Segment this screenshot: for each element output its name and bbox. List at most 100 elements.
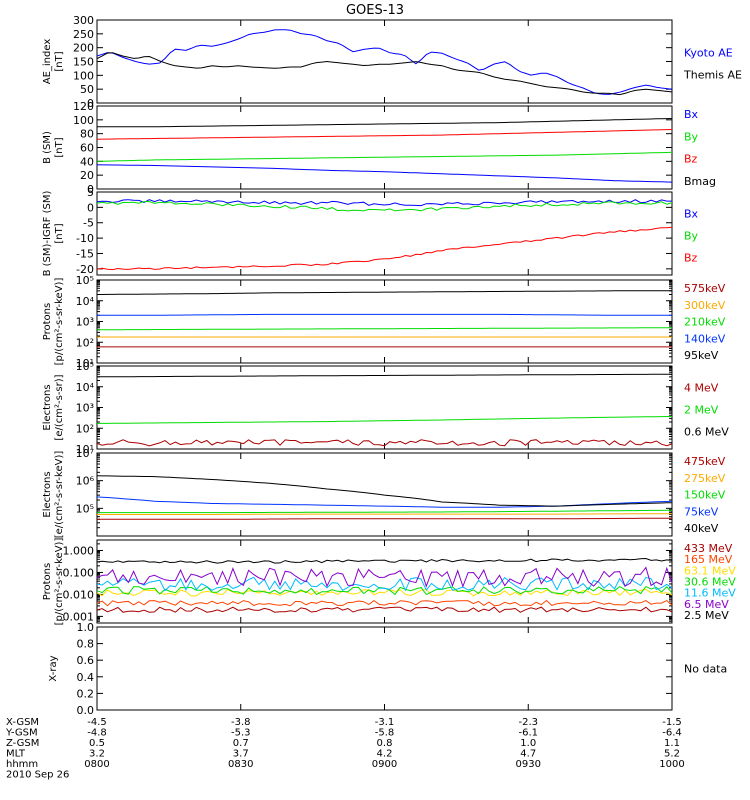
y-tick-label: 80 [80, 128, 94, 141]
x-axis-row-value: -3.1 [375, 717, 395, 728]
series-line-4-mev [96, 439, 673, 447]
legend-label: 30.6 MeV [684, 576, 736, 589]
x-axis-row-value: 5.2 [664, 749, 680, 760]
y-axis-label: X-ray [48, 655, 59, 681]
y-tick-label: 250 [73, 28, 94, 41]
x-axis-row-value: 3.7 [233, 749, 249, 760]
panel-frame [96, 365, 673, 450]
y-axis-label: [e/(cm²-s-sr-keV)] [54, 451, 65, 539]
x-axis-row-value: -6.4 [662, 728, 682, 739]
x-axis-row-value: 1000 [659, 759, 684, 770]
legend-label: 11.6 MeV [684, 587, 736, 600]
x-axis-row-value: 4.2 [377, 749, 393, 760]
y-tick-label: 10⁵ [76, 360, 94, 373]
legend-label: 475keV [684, 455, 726, 468]
legend-label: Bx [684, 208, 699, 221]
x-axis-row-value: 4.7 [520, 749, 536, 760]
y-tick-label: 0 [87, 201, 94, 214]
x-axis-row-value: 0930 [516, 759, 541, 770]
legend-label: 2.5 MeV [684, 609, 729, 622]
legend-label: 575keV [684, 282, 726, 295]
y-tick-label: 10² [76, 336, 94, 349]
y-tick-label: 10³ [76, 402, 94, 415]
series-line-475kev [97, 517, 672, 520]
y-tick-label: 50 [80, 83, 94, 96]
y-tick-label: 0.8 [77, 638, 95, 651]
x-axis-row-value: 0830 [228, 759, 253, 770]
series-line-210kev [96, 327, 673, 331]
legend-label: 210keV [684, 316, 726, 329]
legend-label: Bmag [684, 175, 716, 188]
series-line-2-mev [96, 416, 672, 424]
panel-frame [96, 19, 673, 104]
x-axis-row-value: -4.5 [87, 717, 107, 728]
y-tick-label: 0.6 [77, 654, 95, 667]
legend-label: Kyoto AE [684, 47, 733, 60]
x-axis-row-value: 0.8 [377, 738, 393, 749]
x-axis-row-value: 0900 [372, 759, 397, 770]
legend-label: 165 MeV [684, 553, 733, 566]
y-axis-label: [nT] [54, 223, 65, 243]
x-axis-row-label: Y-GSM [5, 728, 38, 739]
y-tick-label: -20 [76, 263, 94, 276]
legend-label: 2 MeV [684, 404, 719, 417]
y-tick-label: 0 [87, 97, 94, 110]
x-axis-row-value: -6.1 [518, 728, 538, 739]
y-tick-label: 10⁶ [76, 475, 95, 488]
series-line-150kev [97, 509, 672, 514]
y-tick-label: 5 [87, 186, 94, 199]
y-tick-label: 60 [80, 142, 94, 155]
y-tick-label: 10⁵ [76, 274, 94, 287]
y-tick-label: -10 [76, 232, 94, 245]
y-tick-label: 300 [73, 14, 94, 27]
y-axis-label: B (SM) [42, 131, 53, 164]
series-line-0.6-mev [97, 373, 672, 378]
y-tick-label: 0.2 [77, 687, 95, 700]
y-tick-label: 0 [87, 183, 94, 196]
series-line-165-mev [96, 599, 673, 607]
x-axis-row-value: -1.5 [662, 717, 682, 728]
legend-label: By [684, 130, 699, 143]
y-axis-label: Electrons [42, 384, 53, 430]
y-tick-label: 10⁷ [76, 447, 94, 460]
series-line-by [96, 151, 673, 162]
y-tick-label: 20 [80, 169, 94, 182]
series-line-433-mev [96, 606, 673, 614]
y-axis-label: [nT] [54, 137, 65, 157]
panel-frame [96, 539, 673, 624]
y-tick-label: 0.0 [77, 704, 95, 717]
legend-label: 150keV [684, 489, 726, 502]
y-tick-label: 150 [73, 56, 94, 69]
legend-label: 0.6 MeV [684, 426, 729, 439]
legend-label: 63.1 MeV [684, 564, 736, 577]
legend-label: 95keV [684, 349, 719, 362]
x-axis-row-value: -5.8 [375, 728, 395, 739]
legend-label: 140keV [684, 332, 726, 345]
legend-label: 300keV [684, 299, 726, 312]
y-tick-label: 10⁴ [76, 295, 95, 308]
y-tick-label: 10² [76, 422, 94, 435]
series-line-140kev [97, 313, 672, 316]
legend-label: Bz [684, 153, 698, 166]
y-tick-label: 0.100 [63, 566, 95, 579]
legend-label: 6.5 MeV [684, 598, 729, 611]
y-tick-label: 100 [73, 69, 94, 82]
panel-frame [96, 191, 673, 276]
y-axis-label: [p/(cm²-s-sr-keV)] [54, 538, 65, 626]
legend-label: Themis AE [683, 69, 742, 82]
x-axis-row-label: hhmm [6, 759, 38, 770]
y-tick-label: -5 [83, 217, 94, 230]
panel-protons: 10¹ 10² 10³ 10⁴ 10⁵ Protons [p/(cm²-s-sr-keV)]… [42, 274, 726, 370]
x-axis-row-value: 0.5 [89, 738, 105, 749]
series-line-bz [96, 129, 673, 140]
panel-frame [96, 626, 673, 711]
series-line-bmag [97, 118, 673, 128]
series-line-11.6-mev [96, 576, 673, 592]
x-axis-row-value: 0.7 [233, 738, 249, 749]
series-line-275kev [97, 513, 672, 515]
x-axis-row-value: 3.2 [89, 749, 105, 760]
y-axis-label: [p/(cm²-s-sr-keV)] [54, 278, 65, 366]
x-axis-row-label: MLT [6, 749, 26, 760]
panel-frame [96, 105, 673, 190]
